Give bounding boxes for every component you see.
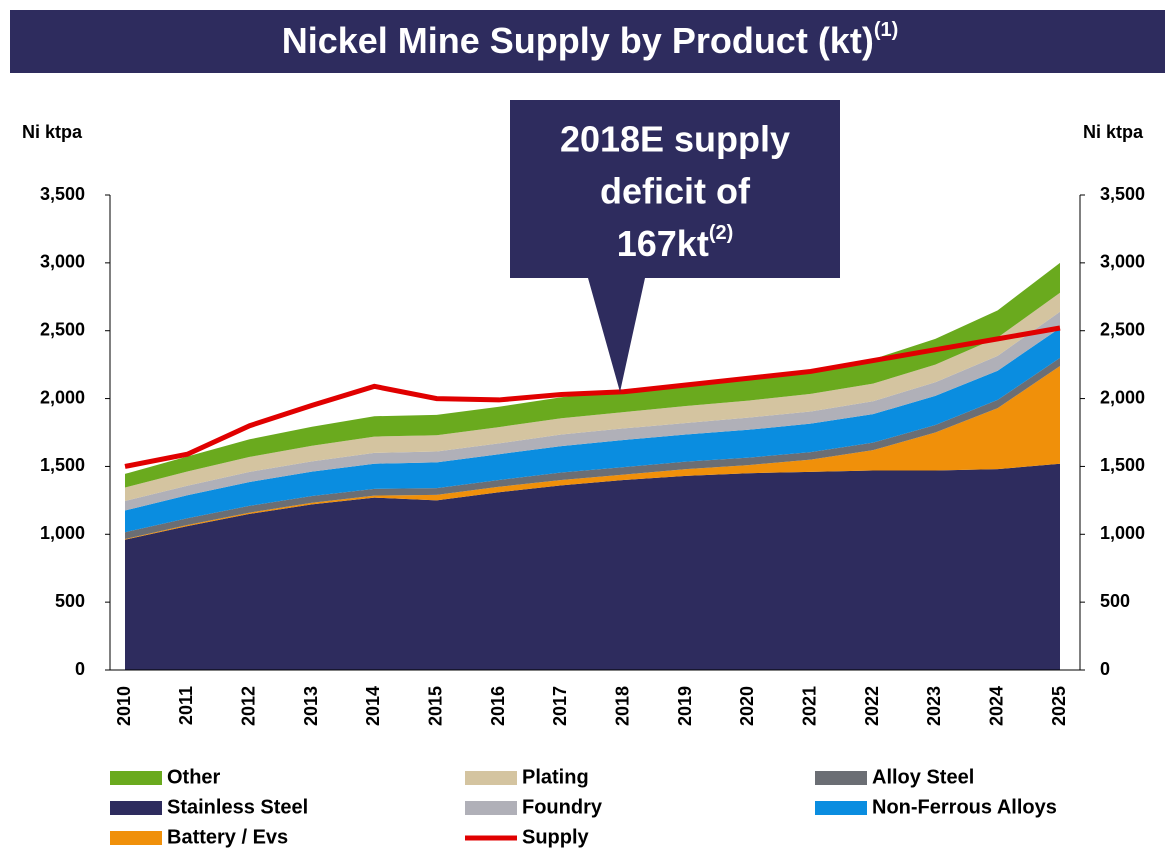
legend-label: Plating xyxy=(522,766,589,788)
y2-tick-label: 3,500 xyxy=(1100,184,1145,204)
y-tick-label: 500 xyxy=(55,591,85,611)
plot-area: 0 500 1,000 1,500 2,000 2,500 3,000 3,500 0 500 1,… xyxy=(40,184,1145,726)
annotation-text: 167kt xyxy=(617,223,709,264)
chart-title: Nickel Mine Supply by Product (kt)(1) xyxy=(282,19,899,60)
y2-tick-label: 0 xyxy=(1100,659,1110,679)
y-tick-label: 1,500 xyxy=(40,455,85,475)
area xyxy=(125,366,1060,540)
x-tick-label: 2018 xyxy=(612,686,632,726)
y-tick-label: 0 xyxy=(75,659,85,679)
area xyxy=(125,262,1060,488)
x-tick-label: 2012 xyxy=(238,686,258,726)
area xyxy=(125,292,1060,502)
legend-swatch xyxy=(815,801,867,815)
callout-box xyxy=(510,100,840,392)
title-note: (1) xyxy=(874,19,898,41)
legend-swatch xyxy=(110,831,162,845)
annotation: 2018E supply deficit of 167kt(2) xyxy=(510,100,840,392)
legend-swatch xyxy=(110,801,162,815)
line xyxy=(124,325,1061,469)
legend-label: Alloy Steel xyxy=(872,766,974,788)
legend-swatch xyxy=(465,801,517,815)
y2-tick-label: 1,000 xyxy=(1100,523,1145,543)
annotation-line: 2018E supply xyxy=(560,119,790,160)
x-tick-label: 2024 xyxy=(986,686,1006,726)
x-tick-label: 2020 xyxy=(737,686,757,726)
x-tick-label: 2015 xyxy=(425,686,445,726)
x-tick-label: 2025 xyxy=(1049,686,1069,726)
x-tick-label: 2014 xyxy=(363,686,383,726)
y2-tick-label: 500 xyxy=(1100,591,1130,611)
y-tick-label: 2,000 xyxy=(40,387,85,407)
x-tick-label: 2010 xyxy=(114,686,134,726)
x-tick-label: 2023 xyxy=(924,686,944,726)
legend-label: Supply xyxy=(522,826,590,848)
y2-tick-label: 3,000 xyxy=(1100,252,1145,272)
y-tick-label: 3,000 xyxy=(40,252,85,272)
area xyxy=(125,328,1060,533)
title-text: Nickel Mine Supply by Product (kt) xyxy=(282,20,874,61)
legend-swatch xyxy=(815,771,867,785)
x-tick-label: 2019 xyxy=(675,686,695,726)
y-tick-label: 2,500 xyxy=(40,319,85,339)
y-tick-label: 1,000 xyxy=(40,523,85,543)
annotation-line: deficit of xyxy=(600,171,751,212)
y2-tick-label: 2,500 xyxy=(1100,319,1145,339)
annotation-line: 167kt(2) xyxy=(617,222,734,263)
x-tick-label: 2013 xyxy=(301,686,321,726)
annotation-note: (2) xyxy=(709,222,733,244)
legend-swatch xyxy=(110,771,162,785)
x-tick-label: 2016 xyxy=(488,686,508,726)
x-tick-label: 2021 xyxy=(799,686,819,726)
area xyxy=(125,311,1060,511)
legend-label: Non-Ferrous Alloys xyxy=(872,796,1057,818)
y-axis-label: Ni ktpa xyxy=(22,122,83,142)
x-tick-label: 2011 xyxy=(176,686,196,725)
legend-label: Other xyxy=(167,766,221,788)
legend-label: Battery / Evs xyxy=(167,826,288,848)
legend-label: Stainless Steel xyxy=(167,796,308,818)
legend-label: Foundry xyxy=(522,796,603,818)
x-tick-label: 2017 xyxy=(550,686,570,726)
y-tick-label: 3,500 xyxy=(40,184,85,204)
x-tick-label: 2022 xyxy=(862,686,882,726)
y2-axis-label: Ni ktpa xyxy=(1083,122,1144,142)
area xyxy=(125,463,1060,670)
area xyxy=(125,357,1060,540)
title-banner xyxy=(10,10,1165,73)
legend-swatch xyxy=(465,771,517,785)
y2-tick-label: 2,000 xyxy=(1100,387,1145,407)
y2-tick-label: 1,500 xyxy=(1100,455,1145,475)
